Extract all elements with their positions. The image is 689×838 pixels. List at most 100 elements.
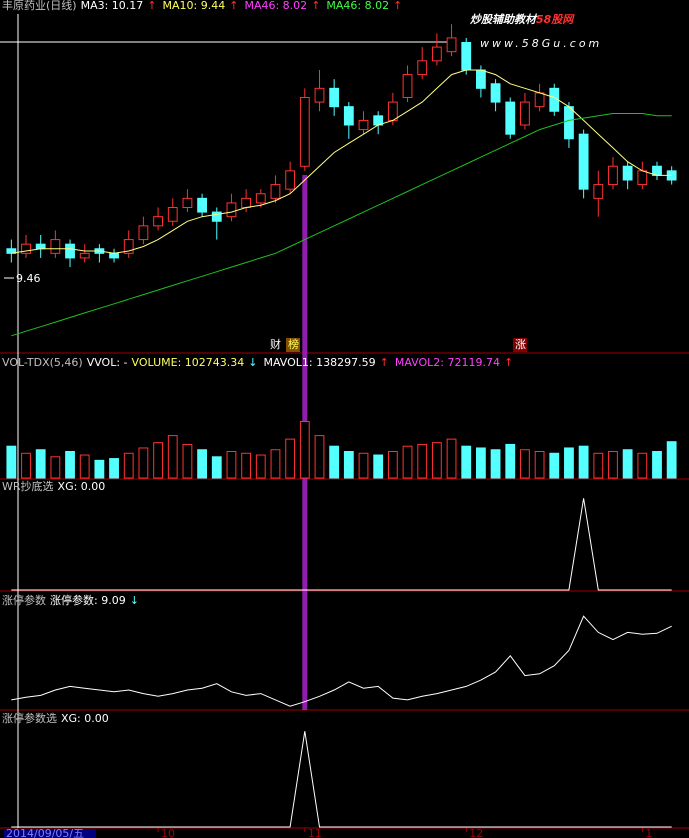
volume-bar [461, 445, 472, 479]
volume-bar [431, 442, 442, 479]
candle-body [167, 207, 178, 222]
volume-bar [241, 452, 252, 479]
candle-body [608, 165, 618, 186]
panel-header: MA3: 10.17 [81, 0, 144, 12]
candle-body [109, 252, 119, 259]
volume-bar [358, 452, 369, 479]
panel-header: ↑ [393, 0, 402, 12]
volume-bar [211, 456, 222, 479]
volume-bar [329, 445, 340, 479]
volume-bar [197, 449, 207, 479]
x-tick-label: 12 [469, 827, 483, 838]
candle-body [255, 193, 266, 204]
panel-header: ↑ [311, 0, 320, 12]
watermark-url: www.58Gu.com [480, 37, 602, 50]
volume-bar [373, 454, 384, 479]
panel-header: XG: 0.00 [58, 480, 106, 493]
candle-body [520, 101, 530, 126]
panel-header: ↑ [147, 0, 156, 12]
panel-header: ↑ [229, 0, 238, 12]
candle-body [476, 69, 486, 89]
panel-header: 丰原药业(日线) [2, 0, 77, 12]
candle-body [637, 170, 648, 186]
panel-header: MAVOL1: 138297.59 [263, 356, 375, 369]
annotation: 榜 [288, 337, 299, 351]
candle-body [211, 211, 222, 222]
watermark: 炒股辅助教材58股网 [470, 13, 575, 26]
candle-body [387, 101, 398, 121]
annotation-box [268, 338, 282, 352]
cursor-date: 2014/09/05/五 [6, 827, 84, 838]
candle-body [79, 252, 90, 259]
panel-header: ↑ [380, 356, 389, 369]
watermark-text: 炒股辅助教材 [470, 13, 538, 26]
panel-header: XG: 0.00 [61, 712, 109, 725]
annotation-box [513, 338, 527, 352]
candle-body [490, 83, 501, 103]
candle-body [123, 239, 134, 254]
ma-line [11, 69, 672, 254]
panel-header: VVOL: - [87, 356, 128, 369]
signal-line [11, 731, 672, 828]
signal-line [11, 498, 672, 591]
candle-body [65, 243, 75, 259]
candle-body [505, 101, 516, 135]
volume-bar [549, 452, 560, 479]
candle-body [358, 119, 369, 131]
candle-body [329, 87, 340, 108]
volume-bar [666, 441, 677, 479]
volume-bar [446, 438, 457, 479]
candle-body [593, 184, 604, 199]
candle-body [314, 87, 325, 103]
panel-header: MA46: 8.02 [244, 0, 307, 12]
volume-bar [402, 445, 413, 479]
candle-body [35, 243, 46, 250]
volume-bar [65, 451, 75, 479]
annotation: 涨 [515, 338, 526, 351]
volume-bar [520, 449, 530, 479]
candle-body [21, 243, 31, 254]
candle-body [50, 239, 61, 254]
volume-bar [534, 451, 545, 479]
panel-header: MA10: 9.44 [163, 0, 226, 12]
volume-bar [255, 454, 266, 479]
volume-bar [608, 451, 618, 479]
volume-bar [21, 452, 31, 479]
volume-bar [167, 435, 178, 479]
volume-bar [153, 442, 163, 479]
watermark-brand: 58股网 [536, 13, 575, 26]
panel-header: VOLUME: 102743.34 [132, 356, 245, 369]
panel-header: ↓ [248, 356, 257, 369]
candle-body [285, 170, 296, 190]
candle-body [461, 42, 472, 71]
panel-header: WR抄底选 [2, 479, 54, 493]
volume-bar [578, 445, 589, 479]
candle-body [343, 106, 354, 126]
panel-header: 涨停参数: 9.09 [50, 593, 126, 607]
candle-body [270, 184, 281, 199]
candle-body [241, 197, 252, 208]
panel-header: 涨停参数 [2, 593, 46, 607]
price-label: 9.46 [16, 272, 41, 285]
candle-body [226, 202, 237, 218]
candle-body [197, 197, 207, 213]
volume-bar [564, 447, 574, 479]
candle-body [182, 197, 193, 208]
volume-bar [652, 451, 662, 479]
volume-bar [109, 458, 119, 479]
x-tick-label: 1 [645, 827, 652, 838]
panel-header: ↑ [504, 356, 513, 369]
annotation-box [286, 338, 300, 352]
volume-bar [593, 452, 604, 479]
volume-bar [505, 443, 516, 479]
volume-bar [314, 435, 325, 479]
volume-bar [270, 449, 281, 479]
candle-body [431, 46, 442, 62]
panel-header: 涨停参数选 [2, 711, 57, 725]
date-box [4, 829, 96, 838]
volume-bar [35, 449, 46, 479]
annotation: 财 [270, 337, 281, 351]
x-tick-label: 10 [161, 827, 175, 838]
candle-body [622, 165, 633, 181]
